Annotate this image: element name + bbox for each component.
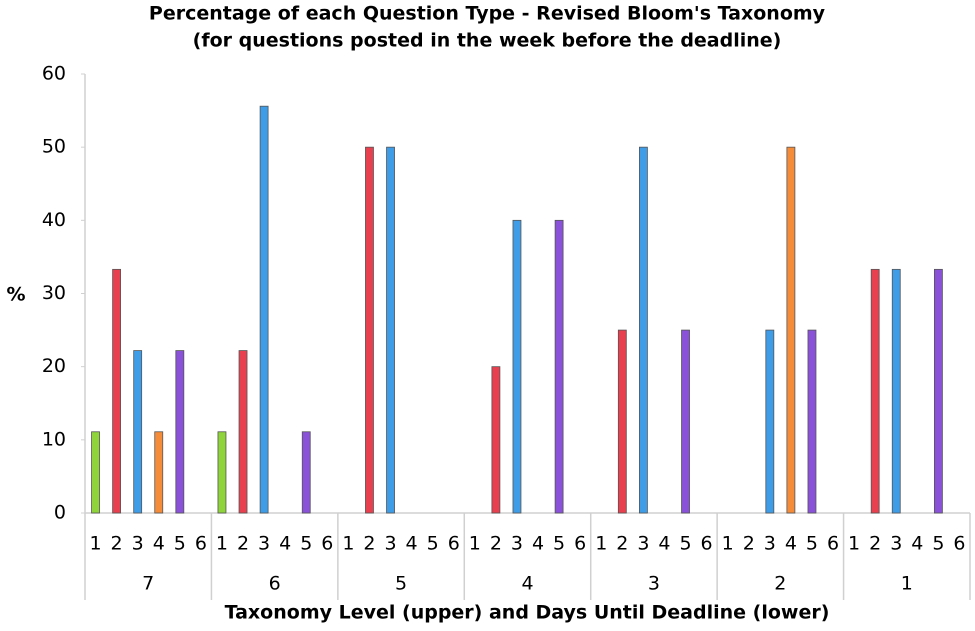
x-tick-label: 3 xyxy=(258,533,270,555)
x-tick-label: 4 xyxy=(911,533,923,555)
bar xyxy=(933,268,943,514)
bar xyxy=(512,219,522,514)
bar xyxy=(112,268,122,514)
x-tick-label: 4 xyxy=(153,533,165,555)
x-tick-label: 3 xyxy=(132,533,144,555)
x-tick-label: 6 xyxy=(195,533,207,555)
bar xyxy=(217,431,227,514)
bar xyxy=(175,350,185,514)
bar xyxy=(491,366,501,514)
x-tick-label: 2 xyxy=(111,533,123,555)
x-tick-label: 2 xyxy=(869,533,881,555)
x-tick-label: 5 xyxy=(932,533,944,555)
chart-subtitle: (for questions posted in the week before… xyxy=(193,30,782,52)
x-group-label: 4 xyxy=(521,573,533,595)
y-tick-label: 20 xyxy=(42,355,66,377)
x-tick-label: 6 xyxy=(321,533,333,555)
x-tick-label: 1 xyxy=(848,533,860,555)
x-tick-label: 2 xyxy=(490,533,502,555)
x-tick-label: 1 xyxy=(342,533,354,555)
bar xyxy=(554,219,564,514)
y-tick-label: 60 xyxy=(42,63,66,85)
bar xyxy=(154,431,164,514)
x-tick-label: 1 xyxy=(595,533,607,555)
x-tick-label: 5 xyxy=(427,533,439,555)
y-tick-label: 30 xyxy=(42,282,66,304)
bar xyxy=(807,329,817,514)
x-group-label: 7 xyxy=(142,573,154,595)
bar xyxy=(617,329,627,514)
y-axis-title: % xyxy=(6,284,25,306)
x-tick-label: 1 xyxy=(469,533,481,555)
x-group-label: 2 xyxy=(774,573,786,595)
x-group-label: 5 xyxy=(395,573,407,595)
x-tick-label: 5 xyxy=(174,533,186,555)
bar xyxy=(386,146,395,514)
x-tick-label: 4 xyxy=(658,533,670,555)
bar xyxy=(870,268,880,514)
x-tick-label: 6 xyxy=(701,533,713,555)
y-tick-label: 40 xyxy=(42,209,66,231)
bar xyxy=(133,350,143,514)
x-group-label: 1 xyxy=(901,573,913,595)
bar xyxy=(786,146,796,514)
x-tick-label: 3 xyxy=(511,533,523,555)
y-tick-label: 50 xyxy=(42,136,66,158)
x-axis-title: Taxonomy Level (upper) and Days Until De… xyxy=(225,602,830,624)
x-tick-label: 1 xyxy=(722,533,734,555)
x-tick-label: 2 xyxy=(237,533,249,555)
bar xyxy=(365,146,374,514)
x-tick-label: 3 xyxy=(637,533,649,555)
x-tick-label: 3 xyxy=(890,533,902,555)
chart-title: Percentage of each Question Type - Revis… xyxy=(149,3,826,25)
x-tick-label: 6 xyxy=(448,533,460,555)
bar xyxy=(301,431,311,514)
x-tick-label: 3 xyxy=(384,533,396,555)
x-tick-label: 6 xyxy=(827,533,839,555)
x-tick-label: 5 xyxy=(679,533,691,555)
bar xyxy=(259,105,269,514)
bar xyxy=(891,268,901,514)
bar xyxy=(638,146,648,514)
x-tick-label: 6 xyxy=(574,533,586,555)
bar xyxy=(681,329,690,514)
y-tick-label: 10 xyxy=(42,428,66,450)
x-tick-label: 2 xyxy=(616,533,628,555)
x-group-label: 3 xyxy=(648,573,660,595)
y-tick-label: 0 xyxy=(54,502,66,524)
x-group-label: 6 xyxy=(269,573,281,595)
x-tick-label: 1 xyxy=(89,533,101,555)
x-tick-label: 3 xyxy=(764,533,776,555)
bar xyxy=(238,350,248,514)
x-tick-label: 2 xyxy=(363,533,375,555)
x-tick-label: 4 xyxy=(406,533,418,555)
bar xyxy=(765,329,775,514)
x-tick-label: 5 xyxy=(806,533,818,555)
x-tick-label: 6 xyxy=(953,533,965,555)
x-tick-label: 4 xyxy=(279,533,291,555)
x-tick-label: 4 xyxy=(532,533,544,555)
x-tick-label: 5 xyxy=(553,533,565,555)
x-tick-label: 1 xyxy=(216,533,228,555)
x-tick-label: 4 xyxy=(785,533,797,555)
x-tick-label: 5 xyxy=(300,533,312,555)
x-tick-label: 2 xyxy=(743,533,755,555)
bar xyxy=(91,431,100,514)
